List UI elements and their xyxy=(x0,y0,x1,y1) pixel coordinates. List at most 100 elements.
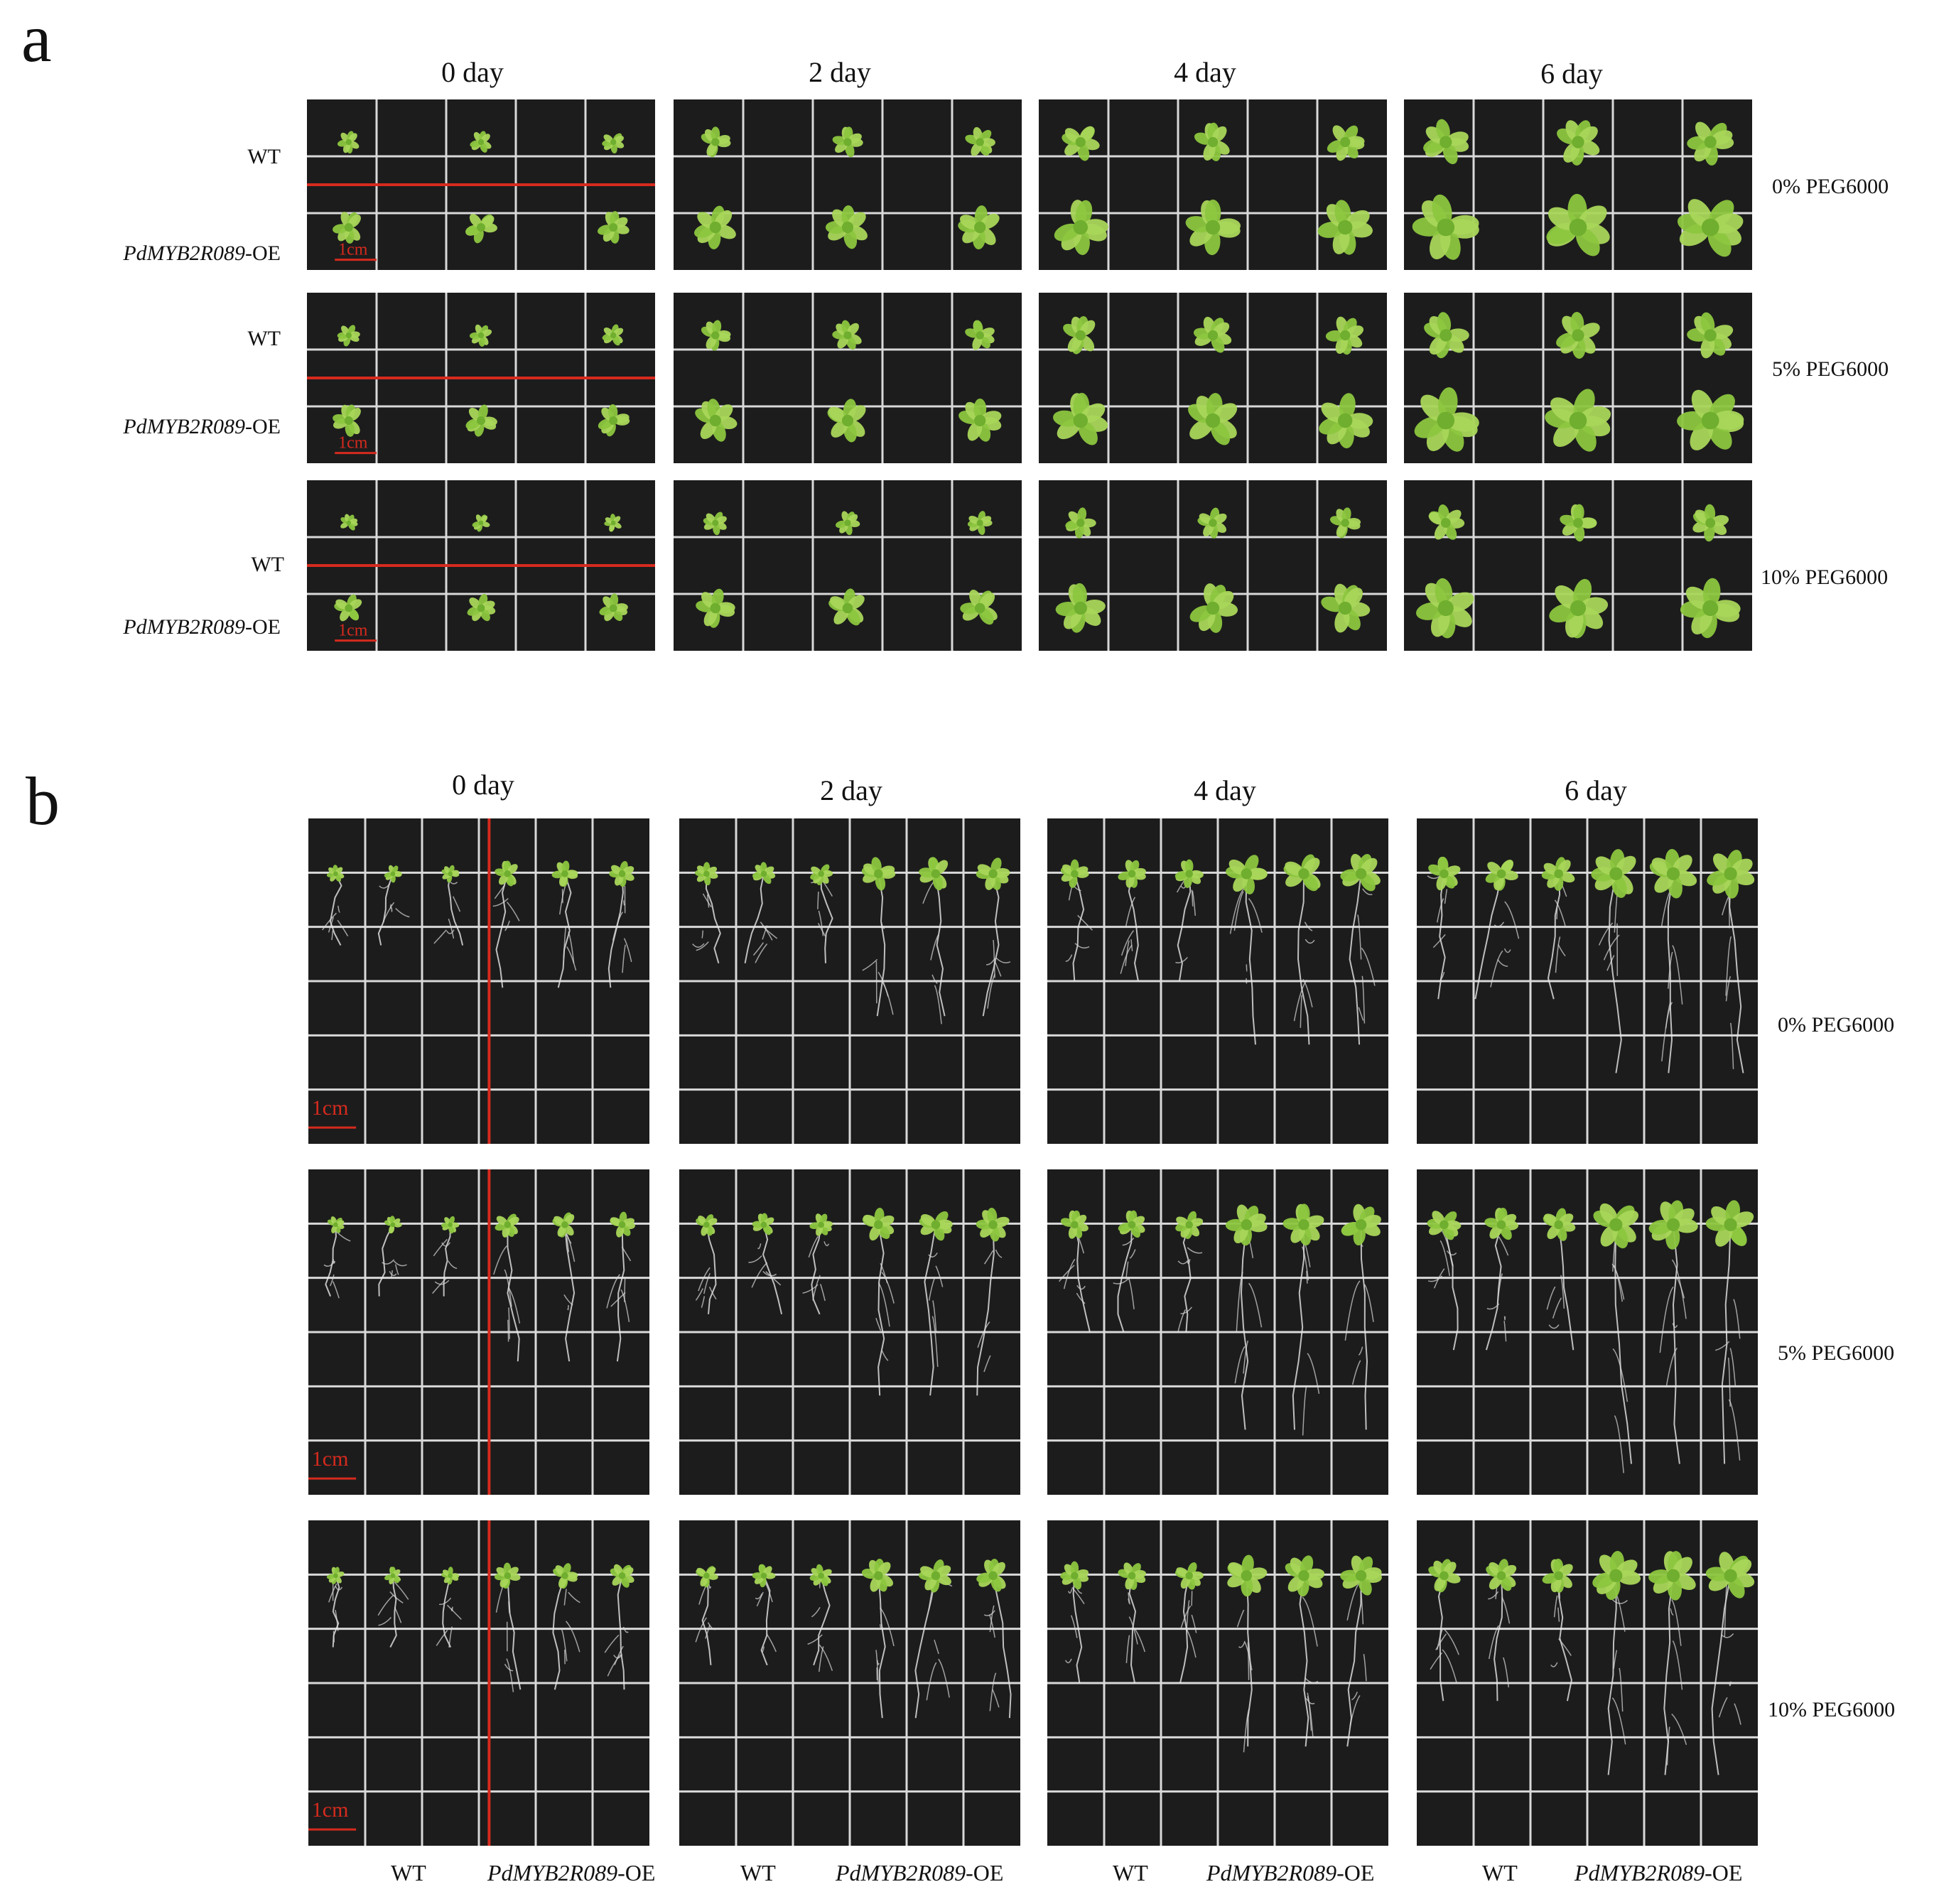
panel-a-oe-seedling-1-3-2 xyxy=(1677,389,1744,450)
panel-b-seedling-1-3-0 xyxy=(1427,1211,1462,1240)
panel-b-seedling-0-3-2 xyxy=(1541,857,1575,891)
panel-a-cond-0: 0% PEG6000 xyxy=(1772,175,1889,198)
panel-a-plate-r2-c0: 1cm xyxy=(307,480,655,651)
panel-b-seedling-2-0-2 xyxy=(441,1567,460,1585)
panel-b-seedling-0-2-4 xyxy=(1283,854,1321,892)
panel-b-seedling-1-1-0 xyxy=(696,1214,718,1236)
panel-b-seedling-1-3-2 xyxy=(1543,1208,1576,1241)
panel-b-seedling-0-1-0 xyxy=(695,862,718,886)
panel-b-seedling-2-3-1 xyxy=(1486,1559,1517,1591)
panel-a-cond-5: 5% PEG6000 xyxy=(1772,357,1889,381)
panel-a-r2-oe-label: PdMYB2R089-OE xyxy=(123,415,281,438)
panel-a-wt-seedling-0-3-1 xyxy=(1557,120,1600,166)
panel-a-wt-seedling-2-2-0 xyxy=(1065,507,1096,539)
panel-b-scale-label: 1cm xyxy=(312,1447,349,1471)
panel-a-wt-seedling-1-1-1 xyxy=(832,320,862,350)
panel-a-day-4: 4 day xyxy=(1174,56,1236,88)
panel-b-seedling-2-2-1 xyxy=(1118,1562,1147,1590)
panel-a-scale-label: 1cm xyxy=(338,433,368,452)
panel-a-plate-r0-c3 xyxy=(1404,99,1752,270)
panel-b-seedling-0-0-1 xyxy=(384,865,402,883)
panel-b-seedling-2-0-4 xyxy=(553,1563,578,1589)
panel-a-wt-seedling-2-0-2 xyxy=(604,514,622,532)
panel-a-scale-label: 1cm xyxy=(338,240,368,259)
panel-a-cond-10: 10% PEG6000 xyxy=(1761,566,1889,589)
panel-a-wt-seedling-2-3-0 xyxy=(1428,504,1465,540)
panel-a-plate-r2-c3 xyxy=(1404,480,1752,651)
panel-a-oe-seedling-2-2-0 xyxy=(1055,583,1106,633)
panel-b-day-4: 4 day xyxy=(1194,774,1256,806)
panel-a-wt-seedling-0-3-2 xyxy=(1687,121,1734,166)
panel-a-wt-seedling-1-0-1 xyxy=(469,324,492,347)
panel-a-oe-seedling-1-1-1 xyxy=(827,399,866,443)
panel-b-seedling-1-1-2 xyxy=(809,1213,833,1236)
panel-b-scale-label: 1cm xyxy=(312,1096,349,1120)
panel-a-wt-seedling-1-2-2 xyxy=(1325,316,1364,355)
panel-b-seedling-2-3-0 xyxy=(1428,1559,1461,1593)
panel-a-wt-seedling-0-1-2 xyxy=(965,126,995,156)
panel-a-oe-seedling-2-2-1 xyxy=(1189,583,1238,633)
panel-a-wt-seedling-0-1-1 xyxy=(832,126,863,158)
panel-a-oe-seedling-0-1-2 xyxy=(958,205,1000,249)
panel-a-oe-seedling-1-0-1 xyxy=(465,404,497,437)
panel-a-wt-seedling-1-1-0 xyxy=(701,320,731,351)
panel-b-seedling-0-3-5 xyxy=(1707,850,1755,899)
panel-b-seedling-0-0-5 xyxy=(609,860,634,887)
panel-b-seedling-0-2-5 xyxy=(1340,853,1381,892)
panel-b-seedling-1-2-5 xyxy=(1341,1203,1381,1246)
panel-a-plate-r2-c2 xyxy=(1039,480,1387,651)
panel-b-seedling-0-0-3 xyxy=(495,860,518,887)
panel-a-plate-r0-c1 xyxy=(674,99,1022,270)
panel-a-plate-r2-c1 xyxy=(674,480,1022,651)
panel-a-day-2: 2 day xyxy=(809,56,871,88)
panel-b-seedling-2-2-4 xyxy=(1285,1555,1325,1597)
panel-b-seedling-1-1-4 xyxy=(919,1211,953,1241)
panel-b-bottom-oe-2: PdMYB2R089-OE xyxy=(836,1860,1004,1886)
panel-a-wt-seedling-0-0-0 xyxy=(337,131,360,154)
panel-b-seedling-1-2-4 xyxy=(1282,1203,1324,1246)
panel-b-seedling-1-1-3 xyxy=(862,1208,895,1241)
panel-b-bottom-wt-6: WT xyxy=(1482,1860,1518,1886)
panel-b-seedling-0-2-1 xyxy=(1118,860,1146,888)
panel-a-r1-oe-label: PdMYB2R089-OE xyxy=(123,242,281,265)
panel-b-seedling-0-1-1 xyxy=(752,862,776,885)
panel-b-seedling-1-2-1 xyxy=(1118,1210,1145,1238)
panel-a-wt-seedling-2-1-2 xyxy=(967,511,993,536)
panel-a-oe-seedling-0-3-1 xyxy=(1546,193,1610,256)
panel-b-seedling-0-0-2 xyxy=(441,865,460,883)
panel-b-seedling-0-3-3 xyxy=(1591,849,1636,898)
panel-b-seedling-2-3-2 xyxy=(1542,1558,1573,1593)
panel-b-seedling-0-2-0 xyxy=(1060,859,1089,888)
panel-a-oe-seedling-2-1-2 xyxy=(960,590,998,625)
panel-a-wt-seedling-2-2-2 xyxy=(1329,507,1361,539)
panel-a-oe-seedling-0-3-2 xyxy=(1677,199,1744,257)
panel-b-seedling-2-1-5 xyxy=(976,1559,1006,1592)
panel-b-cond-0: 0% PEG6000 xyxy=(1778,1013,1895,1037)
panel-b-bottom-oe-4: PdMYB2R089-OE xyxy=(1206,1860,1375,1886)
panel-b-seedling-2-2-5 xyxy=(1340,1555,1382,1596)
panel-b-day-0: 0 day xyxy=(452,769,514,801)
panel-b-day-6: 6 day xyxy=(1565,774,1627,806)
panel-a-wt-seedling-0-2-0 xyxy=(1062,126,1100,161)
panel-b-seedling-2-2-2 xyxy=(1174,1562,1204,1590)
panel-b-seedling-0-1-4 xyxy=(919,857,949,891)
panel-b-seedling-2-3-3 xyxy=(1592,1550,1641,1601)
panel-a-oe-seedling-1-2-1 xyxy=(1188,393,1238,445)
panel-b-day-2: 2 day xyxy=(820,774,882,806)
panel-a-day-0: 0 day xyxy=(441,56,504,88)
panel-a-wt-seedling-2-3-1 xyxy=(1560,504,1597,542)
panel-a-wt-seedling-2-1-1 xyxy=(835,511,860,536)
panel-a-oe-seedling-1-0-0 xyxy=(333,404,361,437)
panel-a-wt-seedling-2-0-0 xyxy=(340,514,358,531)
panel-a-oe-seedling-1-1-0 xyxy=(695,399,738,442)
panel-b-seedling-1-1-1 xyxy=(752,1213,774,1235)
panel-b-seedling-1-0-3 xyxy=(495,1213,519,1238)
panel-b-seedling-2-0-3 xyxy=(495,1562,521,1589)
panel-b-plate-r0-c1 xyxy=(679,818,1020,1144)
panel-a-plate-r0-c2 xyxy=(1039,99,1387,270)
panel-b-plate-r0-c0: 1cm xyxy=(308,818,649,1144)
panel-b-cond-5: 5% PEG6000 xyxy=(1778,1341,1895,1365)
panel-b-plate-r2-c2 xyxy=(1047,1520,1388,1846)
panel-b-plate-r1-c1 xyxy=(679,1169,1020,1495)
panel-b-bottom-oe-0: PdMYB2R089-OE xyxy=(487,1860,656,1886)
